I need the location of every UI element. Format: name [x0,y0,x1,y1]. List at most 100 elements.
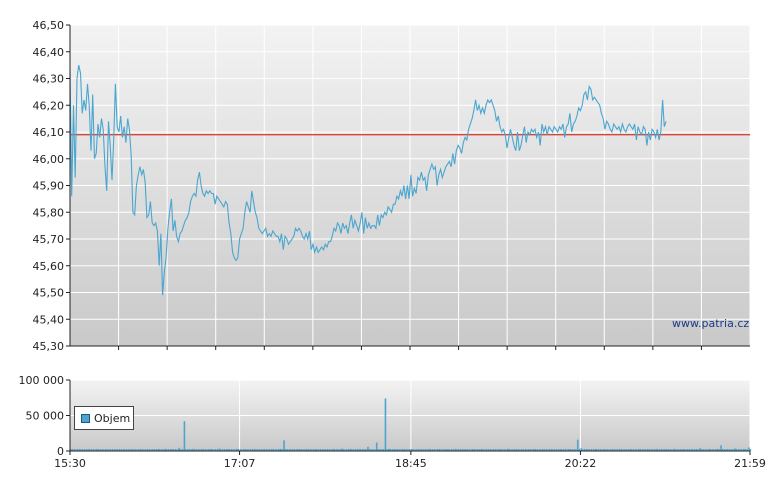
volume-bar [398,449,400,451]
volume-bar [328,449,330,451]
volume-bar [666,449,668,451]
volume-bar [264,449,266,451]
volume-bar [743,449,745,451]
volume-bar [347,449,350,451]
volume-bar [276,449,278,451]
price-y-tick-label: 46,00 [33,153,65,166]
volume-bar [421,449,423,451]
volume-bar [468,449,470,451]
volume-bar [407,449,409,451]
volume-bar [690,449,693,451]
volume-bar [526,449,528,451]
volume-bar [90,449,93,451]
volume-bar [194,449,196,451]
volume-bar [601,449,603,451]
volume-bar [255,449,257,451]
volume-bar [353,449,355,451]
volume-bar [71,449,73,451]
volume-bar [515,449,518,451]
volume-bar [174,449,177,451]
volume-bar [187,449,189,451]
volume-bar [734,448,736,451]
volume-bar [510,449,512,451]
volume-bar [730,449,732,451]
volume-bar [660,449,663,451]
volume-bar [402,449,404,451]
volume-bar [638,449,640,451]
volume-bar [351,449,353,451]
volume-bar [671,449,673,451]
volume-bar [85,449,87,451]
volume-bar [124,449,126,451]
volume-bar [629,449,631,451]
volume-bar [505,449,507,451]
volume-bar [568,449,570,451]
volume-bar [444,449,446,451]
volume-bar [346,449,348,451]
volume-bar [244,449,247,451]
price-y-tick-label: 45,50 [33,287,65,300]
watermark-link[interactable]: www.patria.cz [672,317,750,330]
volume-bar [344,449,346,451]
volume-bar [73,449,75,451]
volume-bar [281,449,283,451]
volume-bar [337,449,339,451]
volume-bar [333,449,336,451]
volume-bar [239,449,241,451]
volume-bar [561,449,563,451]
volume-bar [685,449,687,451]
volume-bar [225,449,227,451]
volume-bar [325,449,327,451]
volume-bar [330,449,332,451]
volume-bar [557,449,559,451]
volume-bar [538,449,540,451]
volume-bar [260,449,262,451]
price-y-tick-label: 45,80 [33,206,65,219]
volume-bar [487,449,489,451]
price-y-tick-label: 45,60 [33,260,65,273]
volume-bar [386,449,388,451]
volume-bar [258,449,260,451]
volume-bar [195,449,198,451]
volume-bar [580,448,583,451]
price-y-tick-label: 46,30 [33,73,65,86]
volume-bar [437,449,439,451]
volume-bar [559,449,562,451]
volume-bar [286,449,288,451]
price-y-tick-label: 45,40 [33,313,65,326]
volume-bar [122,449,125,451]
legend-label: Objem [94,411,131,425]
volume-bar [129,449,131,451]
volume-bar [157,449,160,451]
volume-bar [372,449,374,451]
volume-bar [599,449,601,451]
volume-bar [361,449,364,451]
volume-bar [253,449,256,451]
volume-bar [178,447,180,451]
volume-bar [748,447,750,451]
volume-bar [454,448,457,451]
volume-bar [197,449,199,451]
volume-bar [634,449,636,451]
volume-bar [543,449,545,451]
volume-bar [395,449,397,451]
volume-bar [169,449,171,451]
volume-bar [486,449,488,451]
volume-bar [400,449,402,451]
volume-bar [103,449,105,451]
volume-bar [110,449,112,451]
volume-bar [477,449,479,451]
volume-legend: Objem [74,406,134,430]
volume-bar [503,449,505,451]
volume-bar [134,449,136,451]
volume-bar [248,449,250,451]
volume-bar [279,448,282,451]
volume-bar [554,449,556,451]
volume-bar [627,449,629,451]
volume-bar [657,449,659,451]
volume-bar [340,448,343,451]
volume-bar [723,449,725,451]
volume-bar [676,449,678,451]
volume-bar [587,449,589,451]
volume-bar [358,449,361,451]
